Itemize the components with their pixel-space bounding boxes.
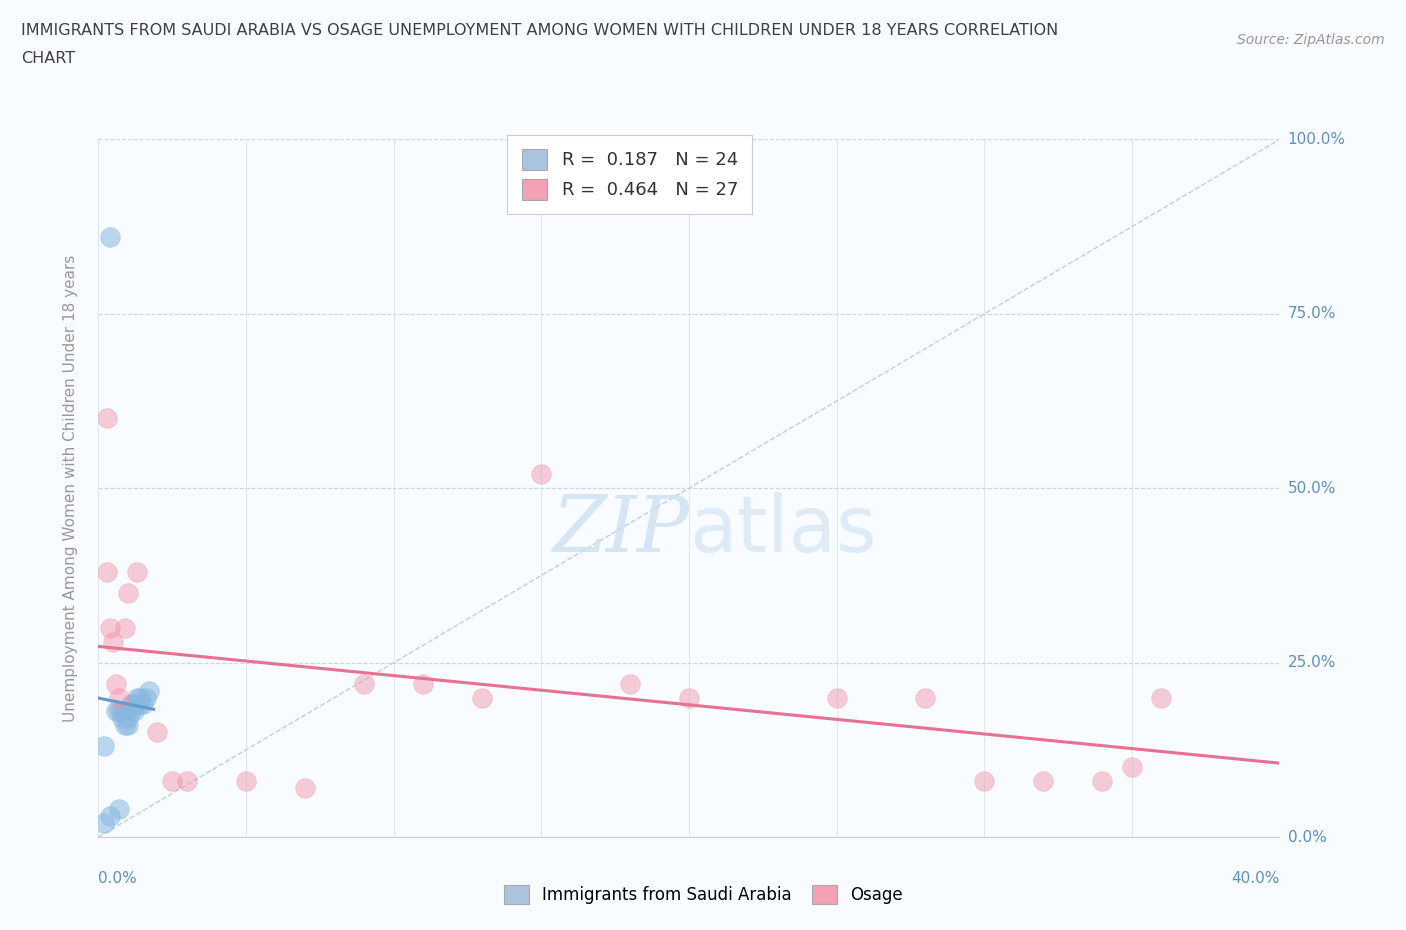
Point (93, 816, 115, 830)
Legend: Immigrants from Saudi Arabia, Osage: Immigrants from Saudi Arabia, Osage (495, 877, 911, 912)
Point (914, 690, 936, 705)
Point (138, 683, 160, 698)
Point (111, 704, 134, 719)
Point (1032, 774, 1054, 789)
Point (111, 711, 134, 725)
Point (108, 690, 131, 705)
Point (105, 676, 128, 691)
Point (117, 711, 139, 725)
Point (1121, 760, 1143, 775)
Point (1091, 774, 1114, 789)
Point (825, 690, 848, 705)
Point (117, 586, 139, 601)
Text: 0.0%: 0.0% (98, 871, 138, 886)
Point (132, 698, 155, 712)
Point (412, 676, 434, 691)
Point (96, 565, 118, 579)
Point (98, 230, 121, 245)
Point (108, 704, 131, 719)
Point (530, 467, 553, 482)
Text: CHART: CHART (21, 51, 75, 66)
Point (120, 704, 142, 719)
Point (128, 690, 150, 705)
Point (103, 634, 125, 649)
Point (117, 718, 139, 733)
Point (678, 690, 700, 705)
Text: atlas: atlas (689, 492, 876, 568)
Text: 0.0%: 0.0% (1288, 830, 1326, 844)
Point (114, 718, 136, 733)
Point (98, 620, 121, 635)
Point (120, 698, 142, 712)
Point (122, 698, 145, 712)
Point (125, 698, 148, 712)
Text: 100.0%: 100.0% (1288, 132, 1346, 147)
Text: Source: ZipAtlas.com: Source: ZipAtlas.com (1237, 33, 1385, 46)
Point (162, 774, 183, 789)
Point (105, 704, 128, 719)
Point (471, 690, 494, 705)
Point (176, 774, 198, 789)
Point (135, 690, 157, 705)
Text: IMMIGRANTS FROM SAUDI ARABIA VS OSAGE UNEMPLOYMENT AMONG WOMEN WITH CHILDREN UND: IMMIGRANTS FROM SAUDI ARABIA VS OSAGE UN… (21, 23, 1059, 38)
Legend: R =  0.187   N = 24, R =  0.464   N = 27: R = 0.187 N = 24, R = 0.464 N = 27 (508, 135, 752, 214)
Point (128, 698, 150, 712)
Point (353, 676, 375, 691)
Point (146, 725, 169, 740)
Point (1150, 690, 1173, 705)
Point (114, 704, 136, 719)
Point (93, 738, 115, 753)
Text: 50.0%: 50.0% (1288, 481, 1336, 496)
Point (98, 809, 121, 824)
Point (96, 411, 118, 426)
Point (619, 676, 641, 691)
Text: ZIP: ZIP (551, 492, 689, 568)
Text: 40.0%: 40.0% (1232, 871, 1279, 886)
Point (108, 802, 131, 817)
Point (114, 620, 136, 635)
Point (294, 781, 316, 796)
Text: 75.0%: 75.0% (1288, 306, 1336, 322)
Point (125, 690, 148, 705)
Point (125, 565, 148, 579)
Point (973, 774, 995, 789)
Y-axis label: Unemployment Among Women with Children Under 18 years: Unemployment Among Women with Children U… (63, 255, 77, 722)
Point (122, 704, 145, 719)
Point (235, 774, 257, 789)
Text: 25.0%: 25.0% (1288, 655, 1336, 671)
